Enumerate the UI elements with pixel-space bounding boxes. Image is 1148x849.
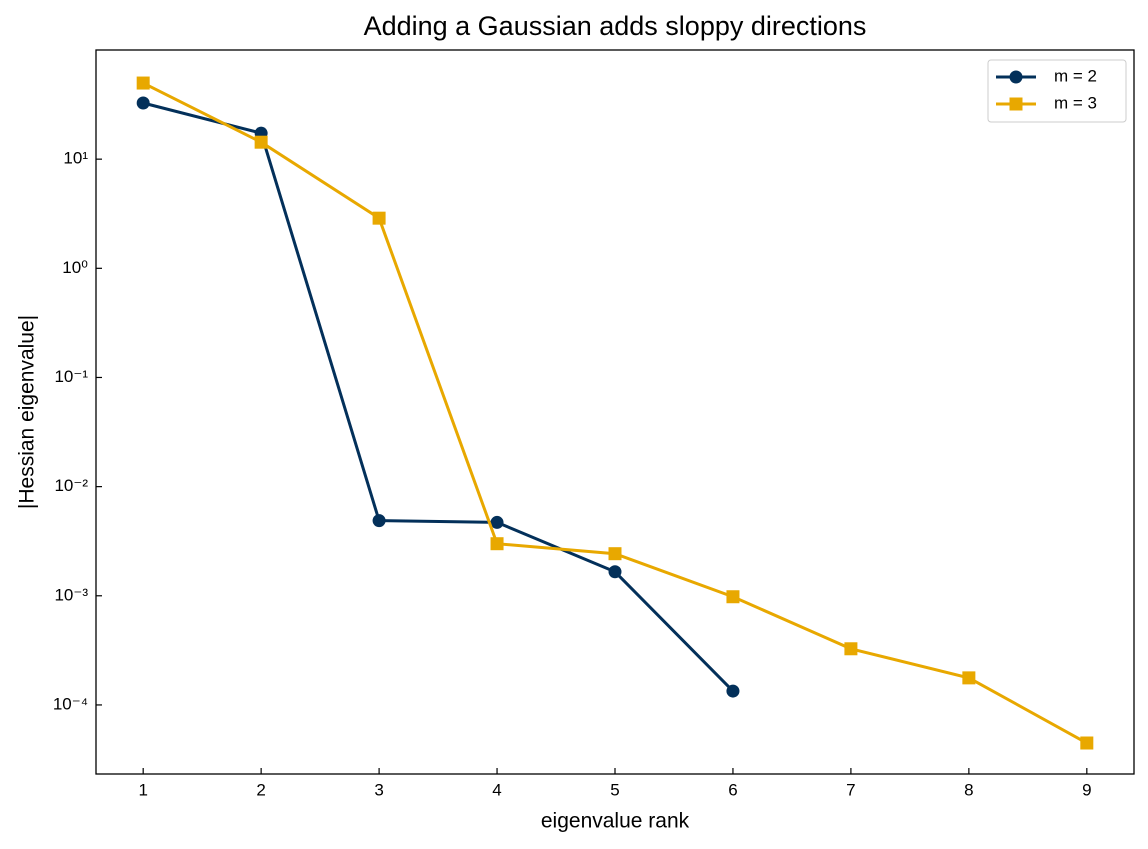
y-tick-label: 10⁻¹ xyxy=(54,367,88,386)
x-tick-label: 3 xyxy=(374,780,383,799)
marker xyxy=(608,547,622,561)
marker xyxy=(844,642,858,656)
x-tick-label: 8 xyxy=(964,780,973,799)
marker xyxy=(372,211,386,225)
legend-marker xyxy=(1009,70,1023,84)
x-tick-label: 7 xyxy=(846,780,855,799)
y-tick-label: 10⁰ xyxy=(62,258,88,277)
marker xyxy=(490,515,504,529)
x-tick-label: 6 xyxy=(728,780,737,799)
marker xyxy=(1080,736,1094,750)
legend-marker xyxy=(1009,97,1023,111)
x-tick-label: 4 xyxy=(492,780,501,799)
x-tick-label: 9 xyxy=(1082,780,1091,799)
y-tick-label: 10⁻⁴ xyxy=(53,694,88,713)
y-axis-label: |Hessian eigenvalue| xyxy=(16,315,39,509)
legend-label: m = 3 xyxy=(1054,93,1097,112)
x-axis-label: eigenvalue rank xyxy=(541,810,690,833)
x-tick-label: 5 xyxy=(610,780,619,799)
legend-label: m = 2 xyxy=(1054,66,1097,85)
marker xyxy=(372,514,386,528)
marker xyxy=(136,96,150,110)
x-tick-label: 2 xyxy=(256,780,265,799)
y-tick-label: 10⁻³ xyxy=(54,585,88,604)
chart-title: Adding a Gaussian adds sloppy directions xyxy=(364,11,867,41)
x-tick-label: 1 xyxy=(138,780,147,799)
marker xyxy=(136,76,150,90)
marker xyxy=(962,671,976,685)
y-tick-label: 10⁻² xyxy=(54,476,88,495)
marker xyxy=(254,135,268,149)
marker xyxy=(726,684,740,698)
y-tick-label: 10¹ xyxy=(63,149,88,168)
marker xyxy=(726,590,740,604)
marker xyxy=(490,537,504,551)
marker xyxy=(608,565,622,579)
series-line xyxy=(142,101,735,693)
